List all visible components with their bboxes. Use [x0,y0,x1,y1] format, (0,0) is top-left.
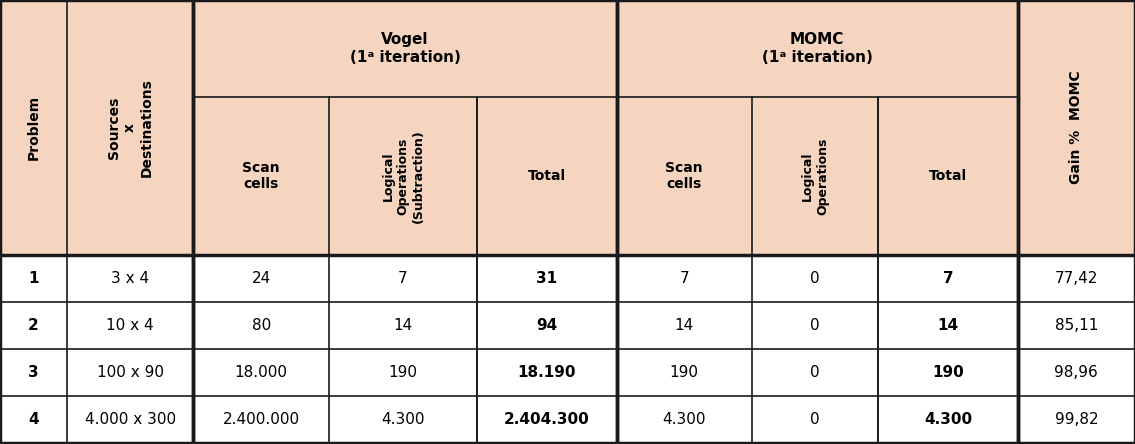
Text: 0: 0 [810,318,819,333]
Text: 190: 190 [670,365,699,380]
Text: 3: 3 [28,365,39,380]
Text: Scan
cells: Scan cells [665,161,703,191]
Text: Gain %  MOMC: Gain % MOMC [1069,71,1083,184]
Text: 2: 2 [28,318,39,333]
Bar [0,396,1135,443]
Text: 0: 0 [810,365,819,380]
Text: 18.000: 18.000 [235,365,287,380]
Text: 18.190: 18.190 [518,365,577,380]
Bar [1018,0,1135,255]
Text: Logical
Operations
(Subtraction): Logical Operations (Subtraction) [381,129,424,223]
Text: Total: Total [528,169,566,183]
Text: 98,96: 98,96 [1054,365,1099,380]
Text: 4.000 x 300: 4.000 x 300 [85,412,176,427]
Text: 99,82: 99,82 [1054,412,1099,427]
Text: 0: 0 [810,271,819,286]
Bar [0,349,1135,396]
Text: 7: 7 [943,271,953,286]
Text: 31: 31 [537,271,557,286]
Text: Problem: Problem [26,95,41,160]
Bar [0,0,67,255]
Text: 14: 14 [938,318,959,333]
Text: Total: Total [928,169,967,183]
Text: 4.300: 4.300 [924,412,972,427]
Text: 190: 190 [388,365,418,380]
Text: 100 x 90: 100 x 90 [96,365,163,380]
Text: 10 x 4: 10 x 4 [107,318,154,333]
Text: Sources
 x 
Destinations: Sources x Destinations [107,78,153,177]
Text: 2.404.300: 2.404.300 [504,412,590,427]
Bar [193,97,1135,255]
Text: Vogel
(1ᵃ iteration): Vogel (1ᵃ iteration) [350,32,461,65]
Bar [0,255,1135,302]
Text: 7: 7 [680,271,689,286]
Bar [67,0,193,255]
Text: 24: 24 [252,271,271,286]
Text: 2.400.000: 2.400.000 [222,412,300,427]
Text: 77,42: 77,42 [1054,271,1098,286]
Text: 7: 7 [398,271,407,286]
Text: 14: 14 [394,318,413,333]
Text: MOMC
(1ᵃ iteration): MOMC (1ᵃ iteration) [762,32,873,65]
Text: 14: 14 [674,318,693,333]
Bar [0,302,1135,349]
Text: 94: 94 [536,318,557,333]
Text: 4.300: 4.300 [381,412,424,427]
Text: 4: 4 [28,412,39,427]
Text: 3 x 4: 3 x 4 [111,271,150,286]
Text: 1: 1 [28,271,39,286]
Text: 85,11: 85,11 [1054,318,1098,333]
Text: 4.300: 4.300 [663,412,706,427]
Text: 0: 0 [810,412,819,427]
Text: 190: 190 [932,365,964,380]
Text: Scan
cells: Scan cells [243,161,280,191]
Text: 80: 80 [252,318,271,333]
Bar [193,0,1018,97]
Text: Logical
Operations: Logical Operations [801,138,830,215]
